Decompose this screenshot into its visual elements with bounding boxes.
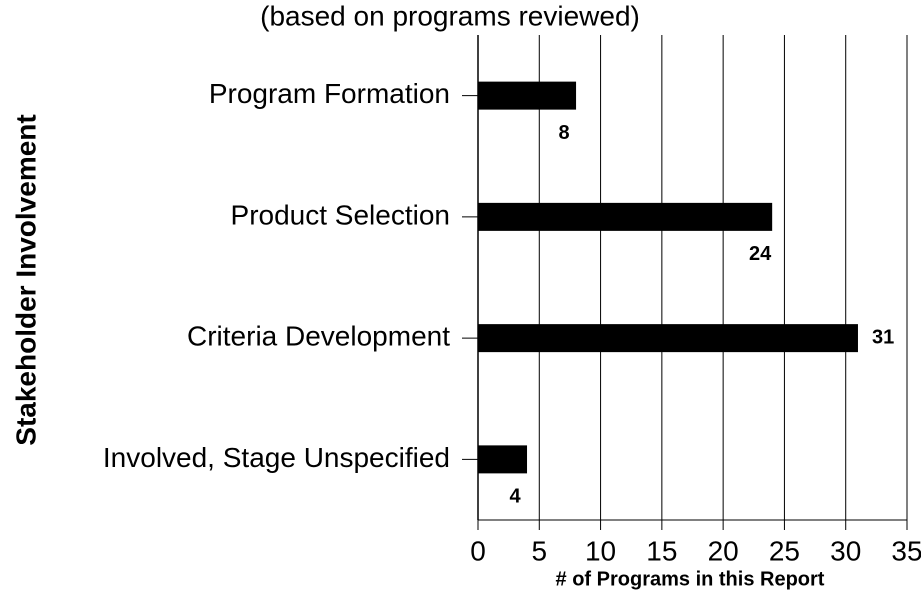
y-tick-label: Product Selection	[231, 199, 450, 230]
bar	[478, 202, 773, 231]
bar	[478, 324, 858, 353]
bar	[478, 445, 528, 474]
x-tick-label: 30	[830, 535, 861, 566]
y-axis-title: Stakeholder Involvement	[10, 114, 41, 445]
x-axis-title: # of Programs in this Report	[556, 568, 825, 590]
y-tick-label: Program Formation	[209, 78, 450, 109]
x-tick-label: 35	[891, 535, 921, 566]
chart-subtitle: (based on programs reviewed)	[260, 0, 640, 31]
bar	[478, 81, 577, 110]
value-label: 24	[749, 243, 772, 265]
value-label: 8	[558, 122, 569, 144]
y-tick-label: Involved, Stage Unspecified	[103, 442, 450, 473]
x-tick-label: 0	[470, 535, 486, 566]
x-tick-label: 20	[708, 535, 739, 566]
value-label: 4	[509, 486, 521, 508]
x-tick-label: 5	[531, 535, 547, 566]
value-label: 31	[872, 326, 894, 348]
x-tick-label: 25	[769, 535, 800, 566]
x-tick-label: 10	[585, 535, 616, 566]
x-tick-label: 15	[646, 535, 677, 566]
y-tick-label: Criteria Development	[187, 321, 450, 352]
